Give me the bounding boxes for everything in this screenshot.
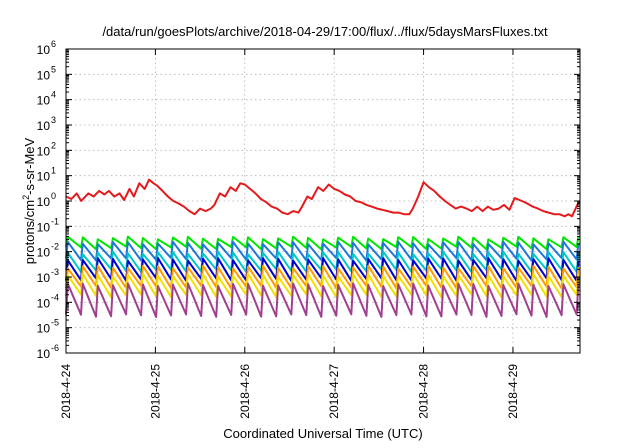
y-tick-label: 10 — [37, 246, 51, 260]
y-tick-exponent: -5 — [51, 318, 59, 328]
y-tick-exponent: 0 — [51, 191, 56, 201]
y-tick-label: 10 — [37, 94, 51, 108]
y-tick-label: 10 — [37, 220, 51, 234]
y-tick-exponent: 2 — [51, 140, 56, 150]
y-axis-label-sup: 2 — [21, 195, 31, 200]
series-line-1 — [65, 178, 581, 218]
y-tick-label: 10 — [37, 347, 51, 361]
x-axis-label: Coordinated Universal Time (UTC) — [223, 426, 422, 441]
y-tick-label: 10 — [37, 68, 51, 82]
y-axis-label-prefix: protons/cm — [22, 200, 37, 264]
x-tick-label: 2018-4-24 — [59, 364, 73, 419]
x-tick-label: 2018-4-25 — [148, 364, 162, 419]
y-tick-label: 10 — [37, 296, 51, 310]
y-tick-label: 10 — [37, 170, 51, 184]
x-tick-label: 2018-4-26 — [238, 364, 252, 419]
y-tick-exponent: 5 — [51, 64, 56, 74]
x-tick-labels: 2018-4-24 2018-4-25 2018-4-26 2018-4-27 2018… — [59, 364, 520, 419]
y-tick-label: 10 — [37, 322, 51, 336]
y-tick-exponent: 1 — [51, 166, 56, 176]
y-axis-label: protons/cm2-s-sr-MeV — [21, 137, 37, 264]
grid-lines — [66, 49, 580, 353]
x-tick-label: 2018-4-27 — [327, 364, 341, 419]
chart-title: /data/run/goesPlots/archive/2018-04-29/1… — [102, 24, 548, 39]
y-tick-exponent: 4 — [51, 90, 56, 100]
y-tick-label: 10 — [37, 195, 51, 209]
y-tick-label: 10 — [37, 271, 51, 285]
y-tick-label: 10 — [37, 43, 51, 57]
y-tick-label: 10 — [37, 119, 51, 133]
y-tick-exponent: 3 — [51, 115, 56, 125]
y-tick-exponent: -2 — [51, 242, 59, 252]
y-tick-exponent: -6 — [51, 343, 59, 353]
y-tick-exponent: -3 — [51, 267, 59, 277]
y-tick-exponent: 6 — [51, 39, 56, 49]
axis-ticks — [65, 48, 580, 354]
y-tick-exponent: -4 — [51, 292, 59, 302]
y-tick-exponent: -1 — [51, 216, 59, 226]
y-tick-label: 10 — [37, 144, 51, 158]
data-series — [65, 178, 581, 318]
y-tick-labels: 10 -610 -510 -410 -310 -210 -110 010 110 210 310 41… — [37, 39, 59, 361]
y-axis-label-suffix: -s-sr-MeV — [22, 137, 37, 194]
x-tick-label: 2018-4-28 — [417, 364, 431, 419]
x-tick-label: 2018-4-29 — [506, 364, 520, 419]
series-line-8 — [65, 282, 580, 318]
